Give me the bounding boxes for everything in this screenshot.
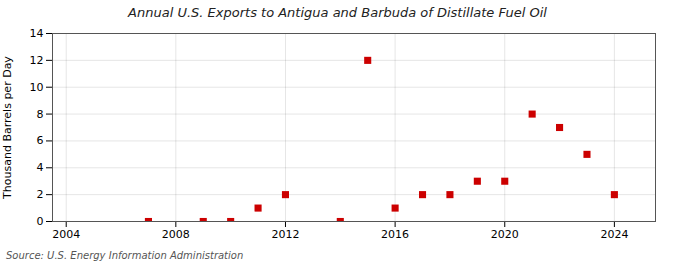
svg-text:2016: 2016: [381, 228, 409, 241]
svg-text:4: 4: [37, 161, 44, 174]
svg-text:2008: 2008: [162, 228, 190, 241]
svg-text:2024: 2024: [600, 228, 628, 241]
svg-text:Thousand Barrels per Day: Thousand Barrels per Day: [1, 56, 14, 200]
svg-text:2004: 2004: [52, 228, 80, 241]
svg-text:2012: 2012: [271, 228, 299, 241]
svg-text:10: 10: [30, 81, 44, 94]
html-text:Source: U.S. Energy Informatio: Source: U.S. Energy Information Administ…: [6, 250, 244, 261]
svg-text:2020: 2020: [491, 228, 519, 241]
svg-text:6: 6: [37, 134, 44, 147]
html-text:Annual U.S. Exports to Antigua: Annual U.S. Exports to Antigua and Barbu…: [128, 5, 547, 20]
svg-text:0: 0: [37, 215, 44, 228]
svg-text:12: 12: [30, 54, 44, 67]
svg-text:8: 8: [37, 108, 44, 121]
svg-text:2: 2: [37, 188, 44, 201]
svg-text:14: 14: [30, 27, 44, 40]
